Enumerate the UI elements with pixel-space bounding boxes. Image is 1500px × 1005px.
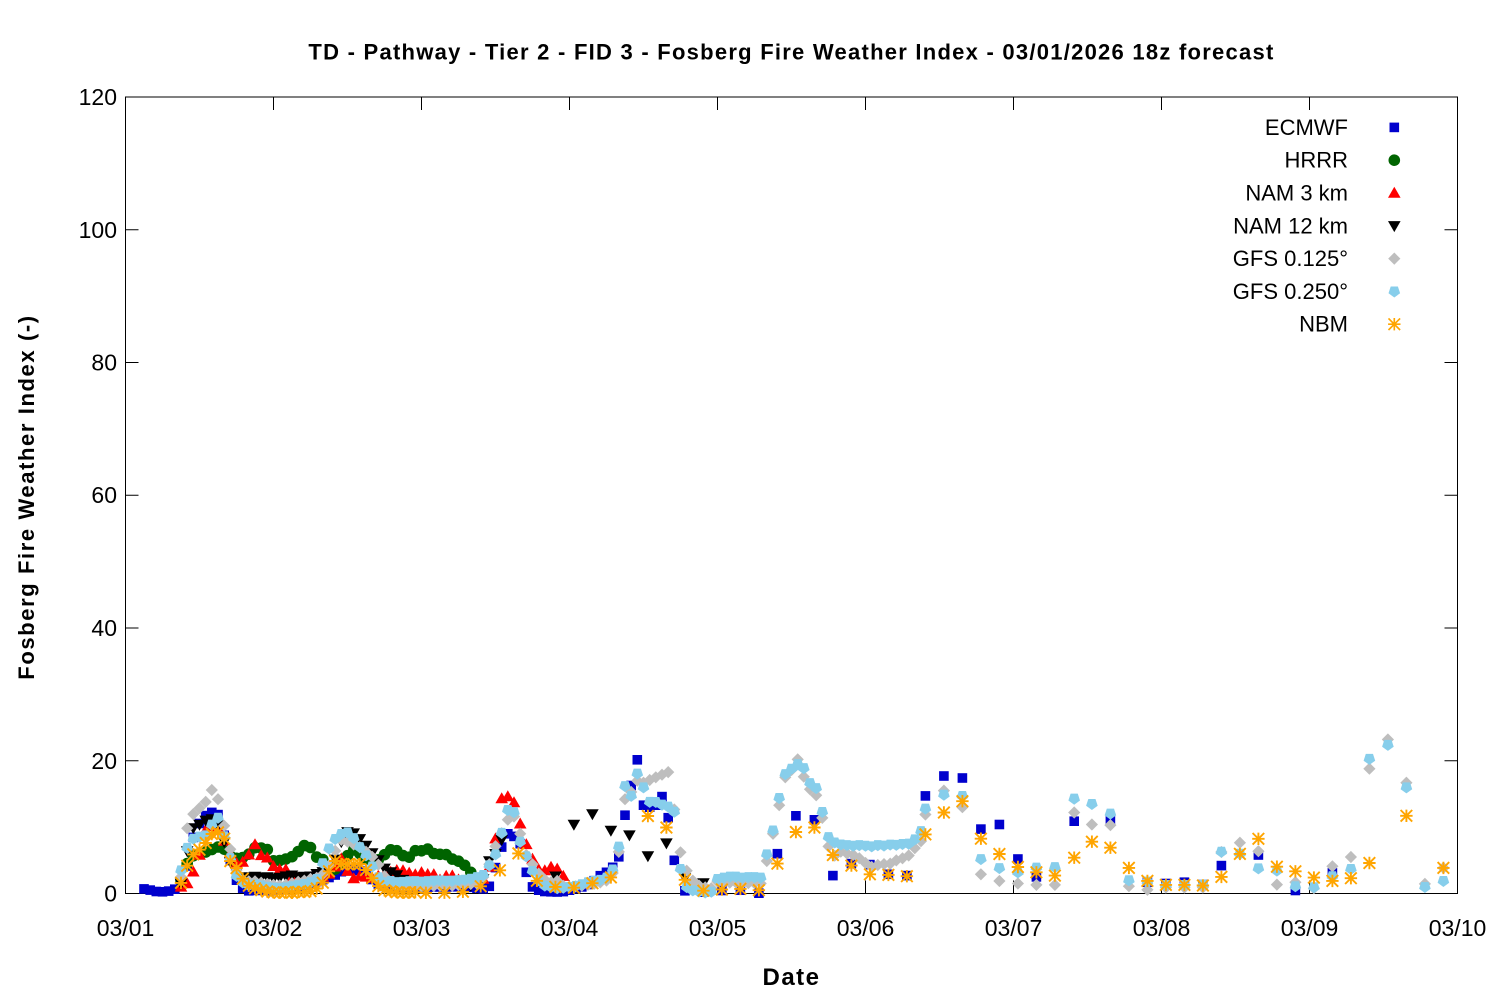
svg-text:NAM 3 km: NAM 3 km [1245, 181, 1348, 206]
svg-text:100: 100 [79, 217, 117, 243]
svg-text:NBM: NBM [1299, 312, 1348, 337]
svg-text:NAM 12 km: NAM 12 km [1233, 213, 1348, 238]
svg-text:03/07: 03/07 [985, 915, 1043, 941]
svg-text:03/05: 03/05 [689, 915, 747, 941]
svg-text:03/08: 03/08 [1133, 915, 1191, 941]
svg-text:ECMWF: ECMWF [1265, 115, 1348, 140]
svg-text:TD - Pathway - Tier 2 - FID 3: TD - Pathway - Tier 2 - FID 3 - Fosberg … [308, 40, 1274, 65]
svg-text:03/04: 03/04 [541, 915, 599, 941]
svg-text:GFS 0.250°: GFS 0.250° [1233, 279, 1348, 304]
svg-text:Fosberg Fire Weather Index (-): Fosberg Fire Weather Index (-) [14, 314, 39, 679]
svg-text:GFS 0.125°: GFS 0.125° [1233, 246, 1348, 271]
svg-text:03/10: 03/10 [1429, 915, 1487, 941]
svg-text:03/01: 03/01 [97, 915, 155, 941]
svg-text:HRRR: HRRR [1284, 148, 1348, 173]
svg-text:03/09: 03/09 [1281, 915, 1339, 941]
svg-text:120: 120 [79, 84, 117, 110]
svg-text:03/02: 03/02 [245, 915, 303, 941]
svg-text:20: 20 [91, 748, 117, 774]
svg-text:80: 80 [91, 350, 117, 376]
svg-text:60: 60 [91, 482, 117, 508]
svg-text:03/06: 03/06 [837, 915, 895, 941]
svg-text:0: 0 [104, 881, 117, 907]
svg-text:40: 40 [91, 615, 117, 641]
svg-text:Date: Date [762, 964, 820, 991]
svg-text:03/03: 03/03 [393, 915, 451, 941]
